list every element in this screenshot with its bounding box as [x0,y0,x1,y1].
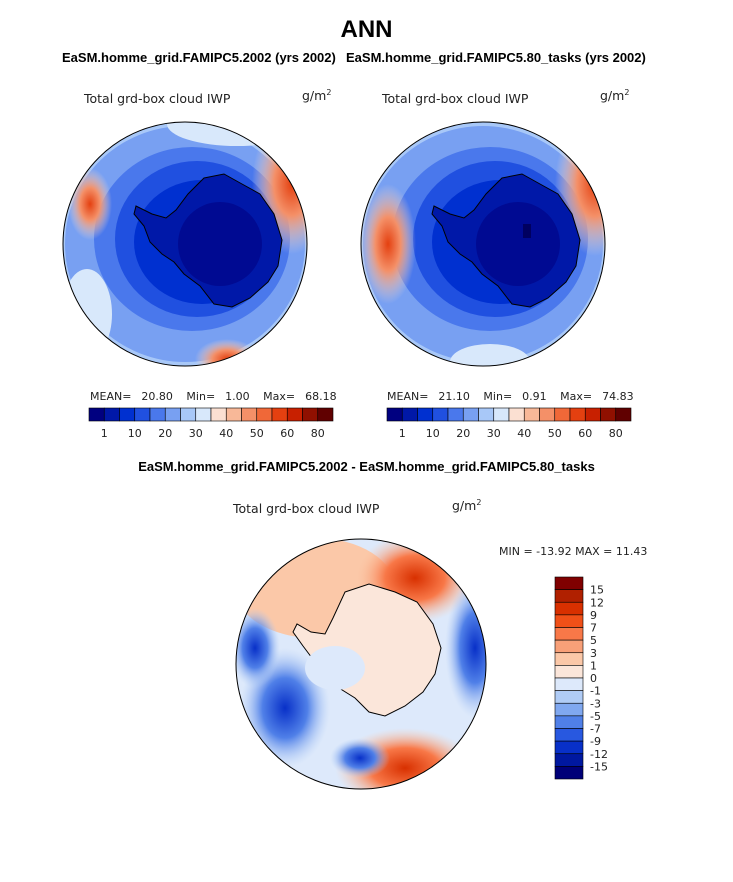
diff-colorbar-swatch [554,627,584,641]
diff-colorbar-swatch [554,766,584,780]
diff-colorbar-tick-label: -12 [590,748,608,761]
panel2-colorbar-swatch [462,407,479,422]
panel1-colorbar-swatch [88,407,105,422]
diff-antarctica-outline [292,583,442,717]
panel2-variable-label: Total grd-box cloud IWP [382,91,529,106]
diff-colorbar-swatch [554,702,584,717]
diff-colorbar-tick-label: 9 [590,609,597,622]
diff-colorbar-tick-label: 1 [590,659,597,672]
diff-colorbar-tick-label: 5 [590,634,597,647]
panel2-colorbar-swatch [447,407,464,422]
panel1-stats: MEAN= 20.80 Min= 1.00 Max= 68.18 [90,390,337,403]
diff-colorbar-tick-label: -15 [590,760,608,773]
panel2-colorbar-swatch [493,407,510,422]
panel1-colorbar-swatch [286,407,303,422]
panel1-colorbar-swatch [210,407,227,422]
diff-title: EaSM.homme_grid.FAMIPC5.2002 - EaSM.homm… [138,459,595,474]
panel2-stats: MEAN= 21.10 Min= 0.91 Max= 74.83 [387,390,634,403]
diff-colorbar-swatch [554,589,584,603]
panel1-colorbar-tick-label: 1 [101,427,108,440]
diff-colorbar-tick-label: 0 [590,672,597,685]
panel1-colorbar-swatch [149,407,166,422]
panel2-colorbar-swatch [615,407,632,422]
panel2-colorbar-swatch [417,407,434,422]
panel2-map [360,121,606,367]
diff-colorbar-tick-label: -1 [590,685,601,698]
panel2-colorbar-swatch [523,407,540,422]
panel1-colorbar-swatch [119,407,136,422]
panel2-colorbar-swatch [600,407,617,422]
panel2-case-title: EaSM.homme_grid.FAMIPC5.80_tasks (yrs 20… [346,50,646,65]
panel2-colorbar-swatch [554,407,571,422]
panel2-colorbar-tick-label: 30 [487,427,501,440]
panel1-colorbar-swatch [302,407,319,422]
panel1-case-title: EaSM.homme_grid.FAMIPC5.2002 (yrs 2002) [62,50,336,65]
panel1-colorbar-tick-label: 60 [280,427,294,440]
diff-colorbar-swatch [554,690,584,704]
panel1-colorbar-swatch [195,407,212,422]
diff-colorbar-swatch [554,652,584,666]
diff-colorbar-tick-label: -5 [590,710,601,723]
panel2-colorbar-tick-label: 1 [399,427,406,440]
panel1-colorbar-swatch [271,407,288,422]
diff-colorbar-swatch [554,715,584,729]
panel1-map [62,121,308,367]
panel2-colorbar-tick-label: 10 [426,427,440,440]
panel1-variable-label: Total grd-box cloud IWP [84,91,231,106]
diff-colorbar-tick-label: 7 [590,622,597,635]
panel2-colorbar-swatch [401,407,418,422]
diff-colorbar-swatch [554,677,584,691]
diff-colorbar-swatch [554,665,584,679]
diff-colorbar-swatch [554,601,584,616]
panel2-colorbar-tick-label: 60 [578,427,592,440]
panel1-colorbar-swatch [241,407,258,422]
panel2-colorbar-tick-label: 40 [517,427,531,440]
panel2-colorbar-swatch [584,407,601,422]
diff-colorbar-swatch [554,576,584,590]
panel2-colorbar-swatch [478,407,495,422]
diff-units: g/m2 [452,498,482,514]
diff-colorbar-swatch [554,728,584,742]
panel1-colorbar-swatch [134,407,151,422]
diff-colorbar-swatch [554,753,584,767]
diff-colorbar-tick-label: -3 [590,697,601,710]
diff-colorbar-tick-label: 15 [590,584,604,597]
panel1-colorbar-swatch [180,407,197,422]
panel1-colorbar-tick-label: 40 [219,427,233,440]
diff-colorbar-tick-label: 12 [590,596,604,609]
diff-colorbar-swatch [554,614,584,628]
panel2-colorbar-swatch [432,407,449,422]
panel1-units: g/m2 [302,88,332,104]
panel2-colorbar-swatch [508,407,525,422]
diff-colorbar-swatch [554,639,584,654]
panel2-colorbar-swatch [539,407,556,422]
panel2-colorbar-tick-label: 50 [548,427,562,440]
panel1-colorbar-swatch [317,407,334,422]
panel1-colorbar-swatch [103,407,120,422]
panel2-colorbar-tick-label: 20 [456,427,470,440]
panel1-colorbar: 1 10 20 30 40 50 60 80 [88,407,334,440]
panel2-units: g/m2 [600,88,630,104]
diff-variable-label: Total grd-box cloud IWP [233,501,380,516]
diff-map [235,538,487,790]
panel1-colorbar-tick-label: 20 [158,427,172,440]
panel1-colorbar-tick-label: 50 [250,427,264,440]
diff-colorbar-tick-label: -7 [590,723,601,736]
diff-colorbar-tick-label: -9 [590,735,601,748]
diff-colorbar-tick-label: 3 [590,647,597,660]
page-title: ANN [340,16,393,43]
panel2-colorbar-tick-label: 80 [609,427,623,440]
panel2-colorbar-swatch [569,407,586,422]
panel1-colorbar-swatch [164,407,181,422]
panel1-colorbar-tick-label: 80 [311,427,325,440]
diff-minmax: MIN = -13.92 MAX = 11.43 [499,545,648,558]
diff-colorbar-swatch [554,740,584,755]
panel2-colorbar: 1 10 20 30 40 50 60 80 [386,407,632,440]
panel1-colorbar-swatch [225,407,242,422]
panel1-colorbar-tick-label: 30 [189,427,203,440]
panel2-colorbar-swatch [386,407,403,422]
panel1-colorbar-swatch [256,407,273,422]
panel1-colorbar-tick-label: 10 [128,427,142,440]
